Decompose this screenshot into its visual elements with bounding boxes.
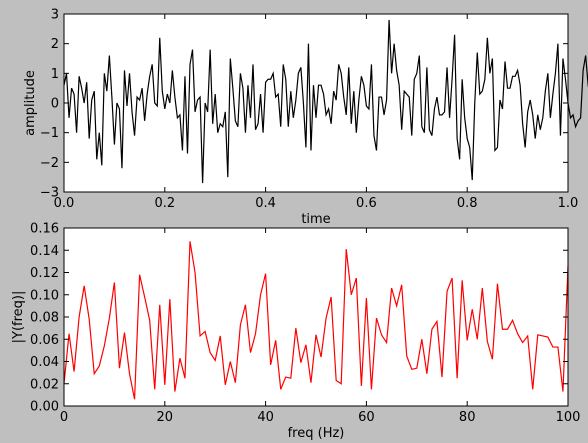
y-tick-label: 0.00 [30,400,59,415]
x-tick-label: 0.8 [457,196,478,211]
x-axis-label-time: time [301,212,330,227]
y-tick-label: 0.02 [30,377,59,392]
y-axis-label-amplitude: amplitude [23,70,38,136]
y-tick-label: 0 [51,97,59,112]
x-tick-label: 0 [60,410,68,425]
y-tick-label: 0.10 [30,288,59,303]
x-tick-label: 0.4 [255,196,276,211]
y-tick-label: 0.04 [30,355,59,370]
y-tick-label: −2 [40,156,59,171]
x-tick-label: 40 [257,410,274,425]
series-line-time-signal [63,19,588,184]
subplot-time-domain: 0.0 0.2 0.4 0.6 0.8 1.0 −3 −2 −1 0 1 2 3 time amplit… [23,8,588,227]
x-tick-label: 0.0 [54,196,75,211]
y-tick-label: 2 [51,37,59,52]
x-tick-label: 20 [157,410,174,425]
y-tick-label: 3 [51,8,59,23]
x-axis-label-freq: freq (Hz) [288,426,345,441]
y-tick-label: 0.16 [30,222,59,237]
y-axis-label-magnitude: |Y(freq)| [11,291,26,344]
x-tick-label: 60 [358,410,375,425]
y-tick-label: −1 [40,126,59,141]
x-tick-label: 100 [556,410,581,425]
tick-group-freq: 0 20 40 60 80 100 0.00 0.02 0.04 0.06 0.08 0.10 0.12… [30,222,580,426]
plot-area-freq [64,228,568,406]
x-tick-label: 0.6 [356,196,377,211]
y-tick-label: 0.06 [30,333,59,348]
y-tick-label: 0.08 [30,311,59,326]
y-tick-label: 0.12 [30,266,59,281]
x-tick-label: 1.0 [558,196,579,211]
plot-area-time [64,14,568,192]
x-tick-label: 80 [459,410,476,425]
tick-group-time: 0.0 0.2 0.4 0.6 0.8 1.0 −3 −2 −1 0 1 2 3 [40,8,579,212]
subplot-frequency-domain: 0 20 40 60 80 100 0.00 0.02 0.04 0.06 0.08 0.10 0.12… [11,222,580,442]
y-tick-label: 0.14 [30,244,59,259]
y-tick-label: −3 [40,186,59,201]
x-tick-label: 0.2 [154,196,175,211]
y-tick-label: 1 [51,67,59,82]
series-line-spectrum [63,241,569,400]
